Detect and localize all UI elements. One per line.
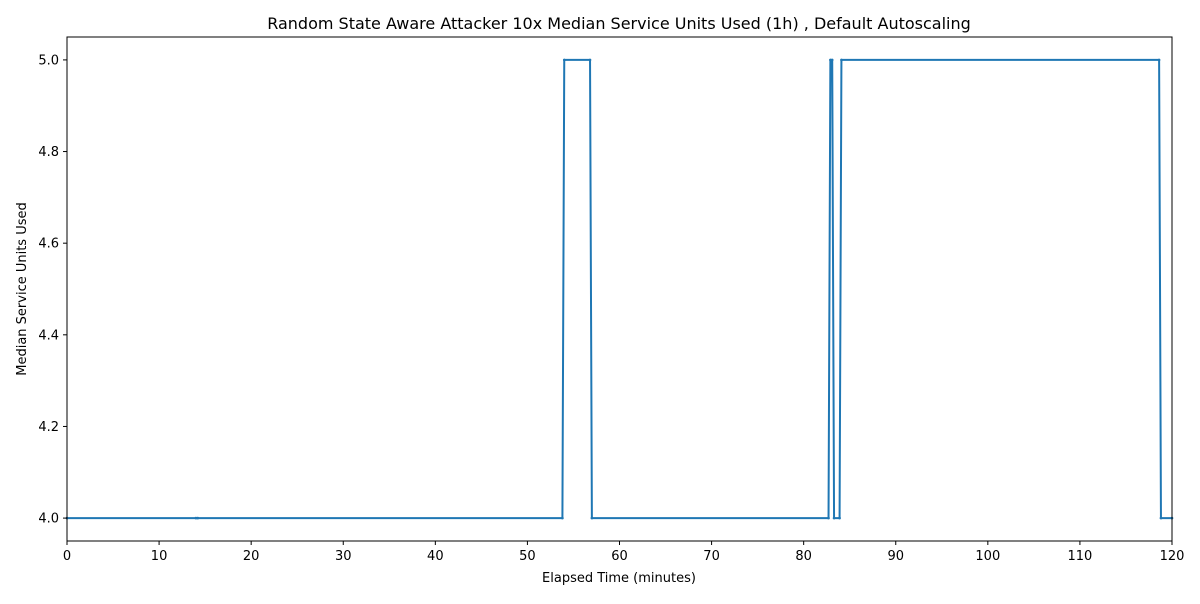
- data-point: [1157, 58, 1161, 62]
- x-tick-label: 80: [795, 549, 812, 564]
- y-axis-label: Median Service Units Used: [15, 202, 30, 376]
- x-tick-label: 0: [63, 549, 71, 564]
- x-tick-label: 70: [703, 549, 720, 564]
- data-point: [590, 516, 594, 520]
- y-tick-label: 4.4: [38, 328, 59, 343]
- data-point: [561, 516, 564, 520]
- data-point: [829, 58, 832, 62]
- data-point: [838, 516, 841, 520]
- y-tick-label: 4.2: [38, 420, 59, 435]
- data-point: [196, 516, 200, 520]
- axes: 0 10 20 30 40 50 60 70 80 90 100 110 120 4.0 4.2 4.4 4.6…: [38, 36, 1185, 564]
- data-point: [827, 516, 830, 520]
- data-point: [194, 516, 198, 520]
- x-tick-label: 120: [1160, 549, 1185, 564]
- data-point: [830, 58, 834, 62]
- data-point: [832, 516, 836, 520]
- plot-frame: [66, 36, 1173, 542]
- data-point: [562, 58, 566, 62]
- y-tick-label: 4.0: [38, 512, 59, 527]
- x-tick-label: 10: [151, 549, 168, 564]
- data-point: [1159, 516, 1163, 520]
- x-tick-label: 90: [887, 549, 904, 564]
- series-line-0: [67, 58, 1172, 520]
- x-tick-label: 100: [975, 549, 1000, 564]
- x-tick-label: 50: [519, 549, 536, 564]
- x-tick-label: 60: [611, 549, 628, 564]
- plot-area: [65, 58, 1174, 520]
- data-point: [588, 58, 592, 62]
- y-tick-label: 5.0: [38, 53, 59, 68]
- x-tick-label: 20: [243, 549, 260, 564]
- x-tick-label: 110: [1068, 549, 1093, 564]
- chart-title: Random State Aware Attacker 10x Median S…: [267, 14, 971, 33]
- y-tick-label: 4.8: [38, 145, 59, 160]
- x-axis-label: Elapsed Time (minutes): [542, 571, 696, 586]
- data-point: [840, 58, 843, 62]
- x-tick-label: 30: [335, 549, 352, 564]
- x-tick-label: 40: [427, 549, 444, 564]
- y-tick-label: 4.6: [38, 237, 59, 252]
